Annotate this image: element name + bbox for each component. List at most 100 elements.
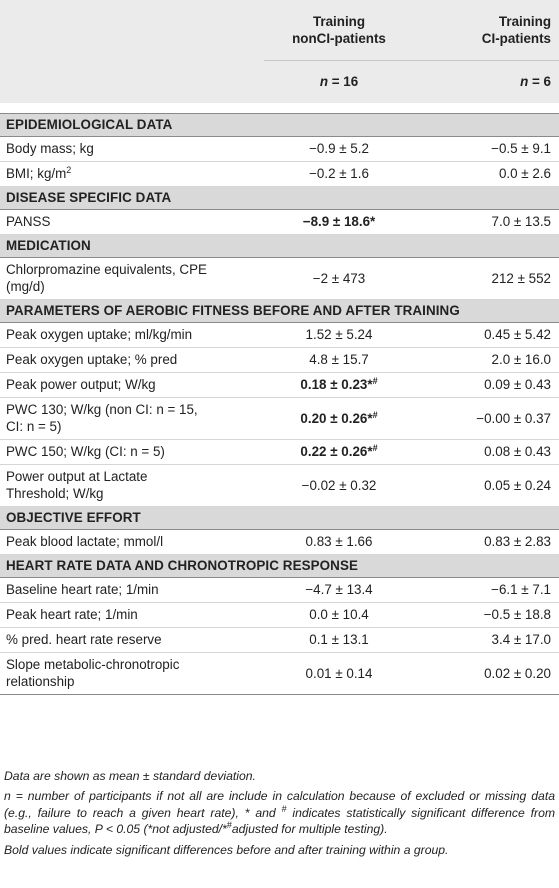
n-symbol: n	[319, 74, 329, 90]
section-header-heart-rate: HEART RATE DATA AND CHRONOTROPIC RESPONS…	[0, 553, 559, 578]
nonci-value: −2 ± 473	[264, 257, 414, 300]
row-label: BMI; kg/m2	[0, 161, 264, 187]
value-text: 0.22 ± 0.26*	[300, 444, 373, 459]
table-row: PWC 150; W/kg (CI: n = 5) 0.22 ± 0.26*# …	[0, 439, 559, 465]
ci-value: 0.09 ± 0.43	[414, 372, 559, 398]
section-header-epidemiological: EPIDEMIOLOGICAL DATA	[0, 112, 559, 137]
section-header-disease: DISEASE SPECIFIC DATA	[0, 185, 559, 210]
ci-value: 2.0 ± 16.0	[414, 347, 559, 373]
header-nonci-line1: Training	[312, 13, 366, 29]
row-label-line1: Slope metabolic-chronotropic	[6, 657, 180, 672]
n-symbol: n	[520, 74, 529, 90]
footnote-2-sup: #	[281, 803, 287, 814]
footnote-3: Bold values indicate significant differe…	[4, 842, 449, 857]
row-label-line2: relationship	[6, 674, 75, 689]
section-header-medication: MEDICATION	[0, 233, 559, 258]
ci-value: 0.0 ± 2.6	[414, 161, 559, 187]
table-row: Peak heart rate; 1/min 0.0 ± 10.4 −0.5 ±…	[0, 602, 559, 628]
header-blank-cell	[0, 0, 264, 60]
ci-value: 3.4 ± 17.0	[414, 627, 559, 653]
ci-value: −0.5 ± 9.1	[414, 136, 559, 162]
value-text: 0.18 ± 0.23*	[300, 377, 373, 392]
nonci-value: 1.52 ± 5.24	[264, 322, 414, 348]
table-row: Peak blood lactate; mmol/l 0.83 ± 1.66 0…	[0, 529, 559, 555]
footnote-2: n = number of participants if not all ar…	[4, 788, 555, 837]
table-row: Peak oxygen uptake; ml/kg/min 1.52 ± 5.2…	[0, 322, 559, 348]
nonci-value: 0.1 ± 13.1	[264, 627, 414, 653]
value-sup: #	[372, 376, 378, 386]
row-label-line2: CI: n = 5)	[6, 419, 62, 434]
ci-value: 0.83 ± 2.83	[414, 529, 559, 555]
header-nonci-n: n = 16	[264, 59, 414, 103]
ci-value: 7.0 ± 13.5	[414, 209, 559, 235]
row-label: Peak power output; W/kg	[0, 372, 264, 398]
nonci-value: 0.18 ± 0.23*#	[264, 372, 414, 398]
row-label-line2: Threshold; W/kg	[6, 486, 104, 501]
ci-value: −6.1 ± 7.1	[414, 577, 559, 603]
value-text: 0.20 ± 0.26*	[300, 410, 373, 426]
footnote-2-text-b: indicates statistically significant diff…	[4, 805, 556, 837]
row-label: PWC 150; W/kg (CI: n = 5)	[0, 439, 264, 465]
row-label: Body mass; kg	[0, 136, 264, 162]
header-ci: Training CI-patients	[414, 0, 559, 60]
header-ci-line1: Training	[498, 13, 551, 29]
row-label: Chlorpromazine equivalents, CPE (mg/d)	[0, 257, 264, 300]
n-value: = 6	[528, 74, 551, 90]
row-label: % pred. heart rate reserve	[0, 627, 264, 653]
header-ci-n: n = 6	[414, 59, 559, 103]
table-row: Power output at Lactate Threshold; W/kg −…	[0, 464, 559, 507]
row-label: Power output at Lactate Threshold; W/kg	[0, 464, 264, 507]
nonci-value: −4.7 ± 13.4	[264, 577, 414, 603]
row-label-sup: 2	[66, 165, 72, 175]
ci-value: 0.45 ± 5.42	[414, 322, 559, 348]
section-title: DISEASE SPECIFIC DATA	[0, 185, 559, 210]
footnote-2-text-c: adjusted for multiple testing).	[231, 822, 388, 837]
header-n-row: n = 16 n = 6	[0, 59, 559, 103]
row-label-line2: (mg/d)	[6, 279, 45, 294]
row-label: Slope metabolic-chronotropic relationship	[0, 652, 264, 695]
nonci-value: −8.9 ± 18.6*	[264, 209, 414, 235]
row-label: PWC 130; W/kg (non CI: n = 15, CI: n = 5)	[0, 397, 264, 440]
ci-value: −0.00 ± 0.37	[414, 397, 559, 440]
row-label-line1: Power output at Lactate	[6, 469, 148, 484]
header-spacer	[0, 103, 559, 113]
ci-value: 0.02 ± 0.20	[414, 652, 559, 695]
ci-value: 212 ± 552	[414, 257, 559, 300]
table-row: Peak power output; W/kg 0.18 ± 0.23*# 0.…	[0, 372, 559, 398]
header-ci-line2: CI-patients	[481, 30, 551, 46]
header-nonci: Training nonCI-patients	[264, 0, 414, 60]
footnote-1: Data are shown as mean ± standard deviat…	[4, 769, 256, 783]
spacer-cell	[0, 103, 559, 113]
table-row: Peak oxygen uptake; % pred 4.8 ± 15.7 2.…	[0, 347, 559, 373]
nonci-value: 0.0 ± 10.4	[264, 602, 414, 628]
header-nonci-line2: nonCI-patients	[292, 30, 386, 46]
ci-value: 0.05 ± 0.24	[414, 464, 559, 507]
nonci-value: −0.9 ± 5.2	[264, 136, 414, 162]
value-sup: #	[372, 443, 378, 453]
ci-value: 0.08 ± 0.43	[414, 439, 559, 465]
nonci-value: −0.02 ± 0.32	[264, 464, 414, 507]
row-label-line1: Chlorpromazine equivalents, CPE	[6, 262, 207, 277]
ci-value: −0.5 ± 18.8	[414, 602, 559, 628]
section-title: HEART RATE DATA AND CHRONOTROPIC RESPONS…	[0, 553, 559, 578]
n-value: = 16	[328, 74, 359, 90]
nonci-value: 0.22 ± 0.26*#	[264, 439, 414, 465]
row-label: PANSS	[0, 209, 264, 235]
nonci-value: −0.2 ± 1.6	[264, 161, 414, 187]
row-label: Peak heart rate; 1/min	[0, 602, 264, 628]
row-label: Peak oxygen uptake; ml/kg/min	[0, 322, 264, 348]
row-label-text: BMI; kg/m	[6, 166, 67, 181]
results-table: Training nonCI-patients Training CI-pati…	[0, 0, 559, 695]
nonci-value: 4.8 ± 15.7	[264, 347, 414, 373]
header-row: Training nonCI-patients Training CI-pati…	[0, 0, 559, 60]
section-header-aerobic-fitness: PARAMETERS OF AEROBIC FITNESS BEFORE AND…	[0, 298, 559, 323]
footnote-2-sup2: #	[226, 820, 232, 831]
row-label-line1: PWC 130; W/kg (non CI: n = 15,	[6, 402, 198, 417]
value-sup: #	[372, 409, 378, 420]
section-title: EPIDEMIOLOGICAL DATA	[0, 112, 559, 137]
nonci-value: 0.01 ± 0.14	[264, 652, 414, 695]
table-row: % pred. heart rate reserve 0.1 ± 13.1 3.…	[0, 627, 559, 653]
table-row: Chlorpromazine equivalents, CPE (mg/d) −2…	[0, 257, 559, 300]
table-row: PWC 130; W/kg (non CI: n = 15, CI: n = 5)…	[0, 397, 559, 440]
